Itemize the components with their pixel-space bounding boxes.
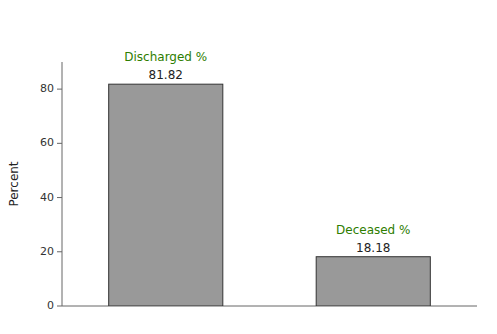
y-tick-label: 40 xyxy=(40,191,54,204)
category-label: Discharged % xyxy=(124,50,207,64)
category-label: Deceased % xyxy=(336,223,410,237)
chart-svg: 0 20 40 60 80 Percent 81.82 Discharged % 18.18 De… xyxy=(0,0,497,334)
y-axis-title: Percent xyxy=(7,161,21,206)
y-axis: 0 20 40 60 80 xyxy=(40,62,62,312)
bars xyxy=(109,84,431,306)
y-tick-label: 80 xyxy=(40,82,54,95)
y-tick-label: 60 xyxy=(40,136,54,149)
bar-labels: 81.82 Discharged % 18.18 Deceased % xyxy=(124,50,410,255)
y-tick-label: 20 xyxy=(40,245,54,258)
y-tick xyxy=(57,89,62,90)
y-tick xyxy=(57,306,62,307)
data-label: 81.82 xyxy=(149,68,183,82)
bar xyxy=(109,84,223,306)
chart-container: 0 20 40 60 80 Percent 81.82 Discharged % 18.18 De… xyxy=(0,0,497,334)
data-label: 18.18 xyxy=(356,241,390,255)
y-tick xyxy=(57,143,62,144)
y-tick xyxy=(57,251,62,252)
y-tick-label: 0 xyxy=(47,299,54,312)
y-axis-line xyxy=(62,62,63,306)
y-tick xyxy=(57,197,62,198)
bar xyxy=(316,257,430,306)
